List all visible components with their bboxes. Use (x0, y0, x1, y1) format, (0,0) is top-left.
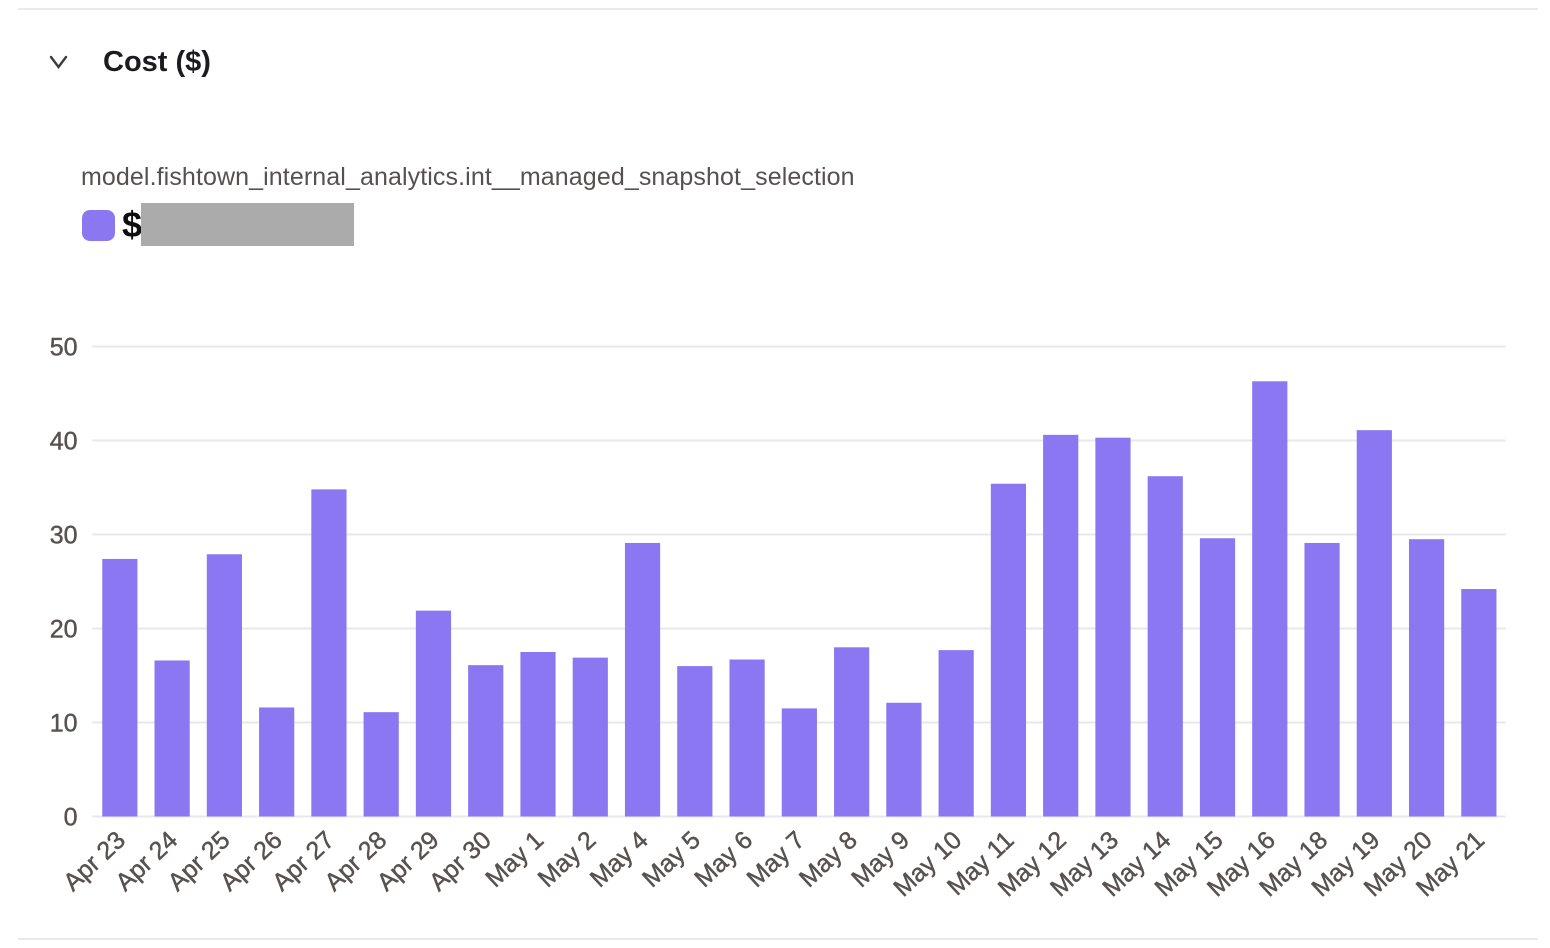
svg-text:May 8: May 8 (794, 826, 863, 893)
svg-text:May 5: May 5 (637, 826, 706, 893)
svg-text:30: 30 (50, 522, 78, 550)
svg-text:May 6: May 6 (689, 826, 758, 893)
svg-text:0: 0 (64, 804, 78, 832)
svg-text:May 2: May 2 (532, 826, 601, 893)
svg-text:May 7: May 7 (742, 826, 811, 893)
svg-text:May 1: May 1 (480, 826, 549, 893)
svg-text:May 4: May 4 (585, 826, 654, 893)
svg-text:10: 10 (50, 710, 78, 738)
svg-text:20: 20 (50, 616, 78, 644)
svg-text:50: 50 (50, 334, 78, 362)
svg-text:40: 40 (50, 428, 78, 456)
